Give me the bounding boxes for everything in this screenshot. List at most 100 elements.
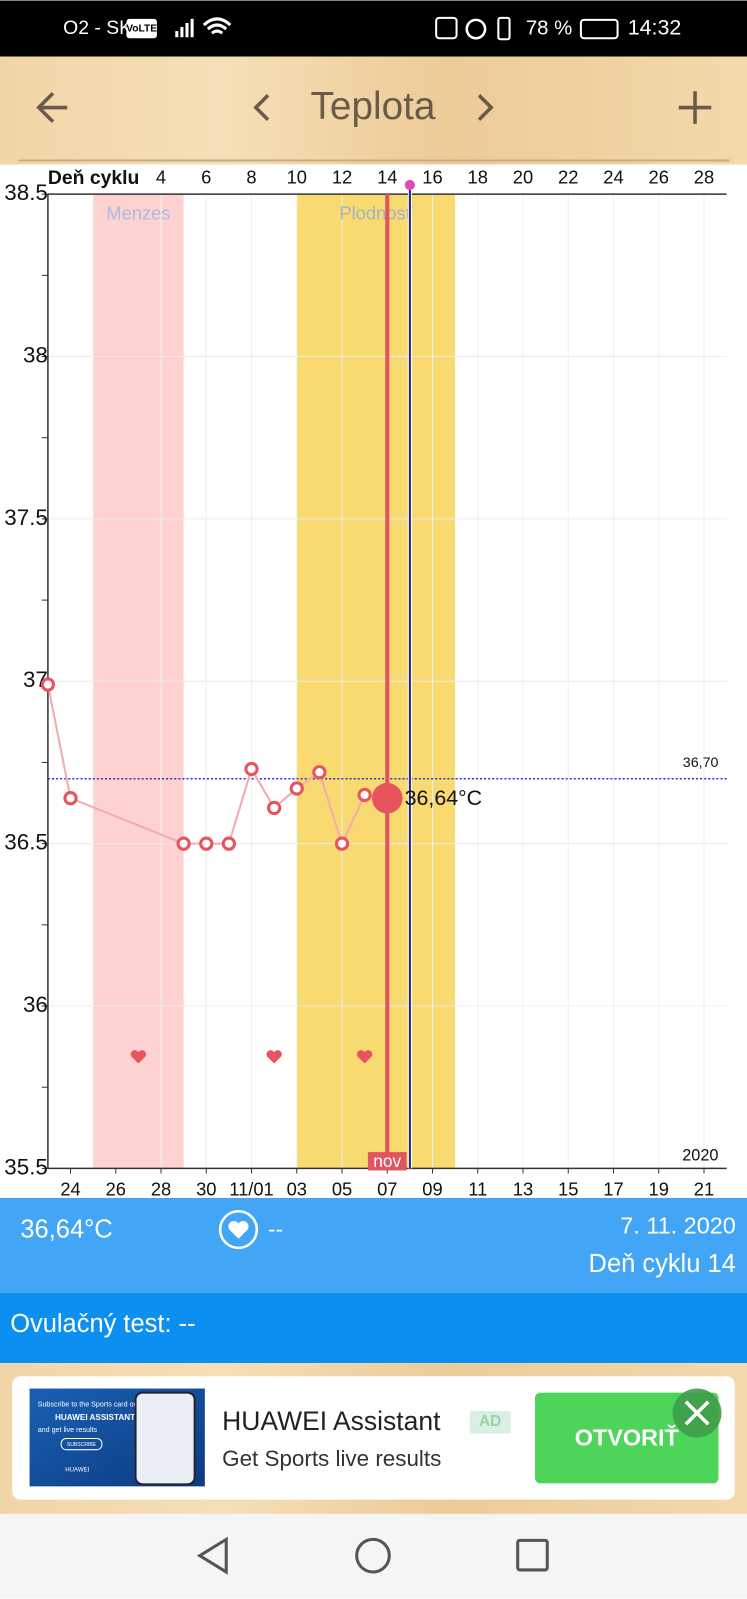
band-label: Menzes xyxy=(106,202,170,223)
x-tick-label: 22 xyxy=(558,167,578,188)
point xyxy=(244,761,259,777)
x-tick-label: 12 xyxy=(332,167,352,188)
y-tick-label: 38 xyxy=(23,342,48,367)
heart-marker xyxy=(356,1050,373,1064)
x-tick-label: 24 xyxy=(603,167,623,188)
battery-level: 78 % xyxy=(526,17,572,39)
y-tick-label: 36 xyxy=(23,992,48,1017)
info-date: 7. 11. 2020 xyxy=(620,1213,735,1239)
point xyxy=(176,836,191,851)
heart-icon xyxy=(228,1220,249,1239)
prev-button[interactable] xyxy=(253,94,270,122)
date-tick-label: 03 xyxy=(287,1179,307,1200)
vibrate-icon xyxy=(497,16,511,41)
date-tick-label: 26 xyxy=(106,1179,126,1200)
ad-image-text: Subscribe to the Sports card on xyxy=(38,1401,138,1409)
nav-bar xyxy=(0,1513,747,1599)
ad-title: HUAWEI Assistant xyxy=(222,1406,441,1436)
ad-image-brand: HUAWEI ASSISTANT xyxy=(55,1413,135,1422)
nfc-icon xyxy=(435,16,458,40)
x-label-bg xyxy=(47,165,150,193)
info-temperature: 36,64°C xyxy=(20,1215,112,1243)
screen-title: Teplota xyxy=(311,85,436,128)
date-tick-label: 13 xyxy=(513,1179,533,1200)
date-tick-label: 07 xyxy=(377,1179,397,1200)
ad-image-button-text: SUBSCRIBE xyxy=(67,1442,97,1448)
x-tick-label: 6 xyxy=(201,167,211,188)
ad-badge-bg xyxy=(469,1410,511,1434)
value-label: 36,64°C xyxy=(405,786,483,810)
x-tick-label: 8 xyxy=(246,167,256,188)
y-tick-label: 37.5 xyxy=(4,505,48,530)
date-tick-label: 09 xyxy=(422,1179,442,1200)
selected-point xyxy=(371,782,403,814)
cover-line-label: 36,70 xyxy=(683,755,719,771)
heart-button[interactable] xyxy=(218,1209,259,1250)
x-tick-label: 16 xyxy=(422,167,442,188)
x-tick-label: 4 xyxy=(156,167,166,188)
nav-back[interactable] xyxy=(196,1536,228,1575)
clock: 14:32 xyxy=(628,16,682,40)
point xyxy=(289,781,304,796)
date-tick-label: 11 xyxy=(468,1179,487,1200)
heart-marker xyxy=(130,1050,147,1064)
back-button[interactable] xyxy=(36,92,68,124)
date-tick-label: 24 xyxy=(60,1179,80,1200)
date-tick-label: 21 xyxy=(694,1179,714,1200)
carrier: O2 - SK xyxy=(63,17,132,39)
signal-icon xyxy=(175,18,194,38)
x-tick-label: 10 xyxy=(287,167,307,188)
ad-image-logo: HUAWEI xyxy=(65,1467,90,1474)
point xyxy=(267,800,282,816)
info-cycle-day: Deň cyklu 14 xyxy=(589,1250,736,1278)
x-axis-title: Deň cyklu xyxy=(48,167,139,189)
point xyxy=(357,787,372,803)
ad-phone xyxy=(134,1391,196,1486)
ovulation-test[interactable]: Ovulačný test: -- xyxy=(10,1310,195,1338)
date-tick-label: 05 xyxy=(332,1179,352,1200)
ovulation-marker xyxy=(404,179,415,191)
point xyxy=(40,677,56,692)
x-tick-label: 28 xyxy=(694,167,714,188)
info-heart: -- xyxy=(268,1217,283,1242)
x-tick-label: 18 xyxy=(468,167,488,188)
add-button[interactable] xyxy=(678,91,712,124)
date-tick-label: 15 xyxy=(558,1179,578,1200)
x-tick-label: 14 xyxy=(377,167,397,188)
y-tick-label: 35.5 xyxy=(4,1154,48,1179)
point xyxy=(221,836,237,851)
x-tick-label: 20 xyxy=(513,167,533,188)
ad-image-button xyxy=(60,1437,103,1451)
temperature-line xyxy=(46,684,388,847)
ad-close-icon xyxy=(684,1400,710,1426)
date-tick-label: 11/01 xyxy=(229,1179,274,1200)
date-tick-label: 30 xyxy=(196,1179,216,1200)
ad-subtitle: Get Sports live results xyxy=(222,1446,441,1471)
ad-button[interactable] xyxy=(535,1392,719,1484)
ad-badge: AD xyxy=(479,1413,501,1430)
nav-home[interactable] xyxy=(355,1537,391,1574)
status-bar xyxy=(0,0,747,57)
date-tick-label: 28 xyxy=(151,1179,171,1200)
info-bar xyxy=(0,1197,747,1293)
date-tick-label: 19 xyxy=(649,1179,669,1200)
today-label-bg xyxy=(367,1152,407,1171)
volte-badge xyxy=(126,18,157,39)
y-tick-label: 36.5 xyxy=(4,830,48,855)
date-tick-label: 17 xyxy=(603,1179,623,1200)
heart-marker xyxy=(266,1050,282,1064)
nav-recents[interactable] xyxy=(516,1538,549,1572)
point xyxy=(63,791,78,806)
point xyxy=(334,836,350,851)
battery-icon xyxy=(579,18,619,40)
ad-button-text: OTVORIŤ xyxy=(575,1424,680,1451)
y-tick-label: 38.5 xyxy=(4,180,48,205)
year-label: 2020 xyxy=(682,1146,718,1164)
next-button[interactable] xyxy=(477,94,494,122)
band-label: Plodnosť xyxy=(339,202,413,223)
header xyxy=(0,56,747,165)
wifi-icon xyxy=(202,17,232,35)
point xyxy=(312,765,327,780)
x-tick-label: 26 xyxy=(649,167,669,188)
